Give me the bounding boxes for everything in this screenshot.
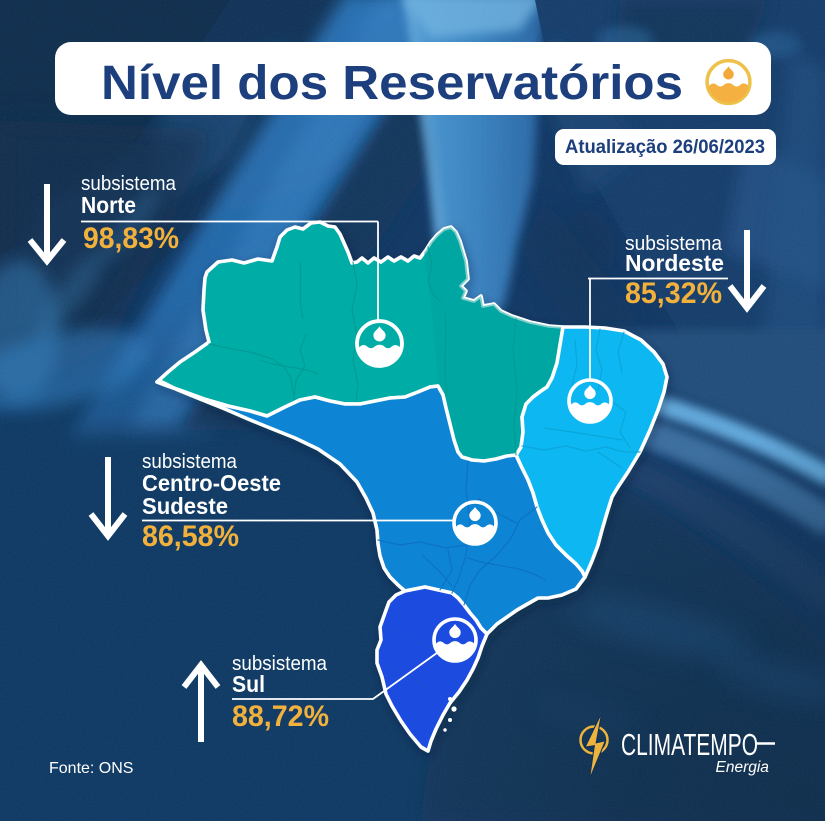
svg-text:subsistema: subsistema <box>142 451 238 473</box>
svg-text:98,83%: 98,83% <box>83 222 179 255</box>
svg-text:Sul: Sul <box>232 671 265 697</box>
svg-text:Nordeste: Nordeste <box>625 250 724 276</box>
svg-text:Fonte: ONS: Fonte: ONS <box>49 760 133 777</box>
svg-text:subsistema: subsistema <box>625 233 723 255</box>
svg-text:CLIMATEMPO: CLIMATEMPO <box>621 727 758 762</box>
svg-text:86,58%: 86,58% <box>142 520 239 553</box>
svg-text:Norte: Norte <box>81 192 136 218</box>
svg-text:Nível dos Reservatórios: Nível dos Reservatórios <box>101 57 683 110</box>
svg-text:subsistema: subsistema <box>232 653 328 675</box>
svg-text:88,72%: 88,72% <box>232 700 329 733</box>
svg-text:Energia: Energia <box>716 759 770 776</box>
svg-text:Atualização 26/06/2023: Atualização 26/06/2023 <box>565 136 765 158</box>
svg-text:85,32%: 85,32% <box>625 277 722 310</box>
svg-text:subsistema: subsistema <box>81 173 177 195</box>
svg-text:Sudeste: Sudeste <box>142 493 228 519</box>
svg-text:Centro-Oeste: Centro-Oeste <box>142 470 281 496</box>
